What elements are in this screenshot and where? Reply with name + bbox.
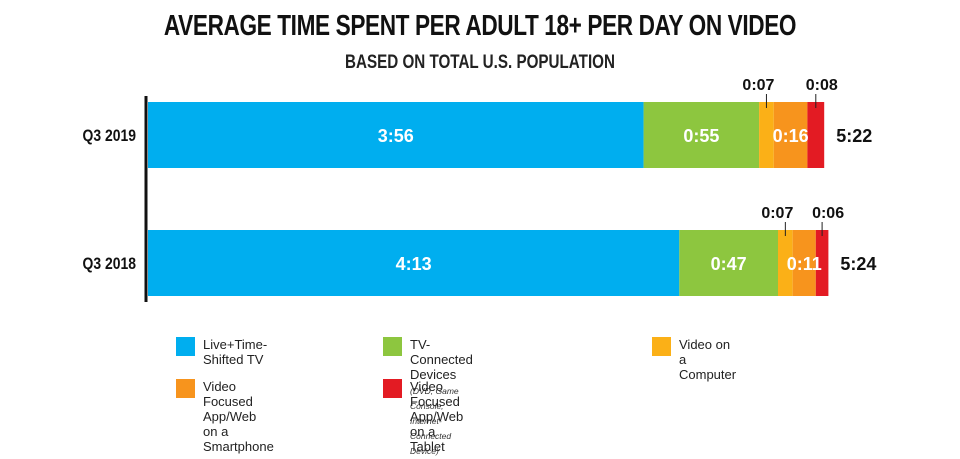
legend-item: Live+Time-Shifted TV (176, 337, 267, 367)
data-label: 0:06 (812, 205, 844, 222)
bar-segment (778, 230, 793, 296)
data-label: 0:07 (742, 77, 774, 94)
category-label: Q3 2018 (83, 255, 137, 274)
bar-segment (148, 230, 680, 296)
chart-subtitle: BASED ON TOTAL U.S. POPULATION (345, 52, 615, 73)
legend-label: Video Focused App/Web on a Tablet (410, 379, 464, 454)
data-label: 0:16 (773, 126, 809, 146)
bar-segment (815, 230, 829, 296)
legend-item: Video on a Computer (652, 337, 736, 382)
data-label: 0:47 (711, 254, 747, 274)
bar-segment (807, 102, 825, 168)
category-label: Q3 2019 (83, 127, 137, 146)
legend-label: Video on a Computer (679, 337, 737, 382)
legend-swatch (176, 379, 195, 398)
data-label: 0:08 (806, 77, 838, 94)
legend-label: Live+Time-Shifted TV (203, 337, 268, 367)
bar-segment (643, 102, 760, 168)
data-label: 3:56 (378, 126, 414, 146)
data-label: 4:13 (396, 254, 432, 274)
bar-segment (792, 230, 816, 296)
legend-item: Video Focused App/Web on a Smartphone (176, 379, 274, 454)
legend-swatch (383, 337, 402, 356)
bar-segment (773, 102, 808, 168)
data-label: 0:55 (683, 126, 719, 146)
total-label: 5:22 (836, 126, 872, 146)
legend-label: Video Focused App/Web on a Smartphone (203, 379, 274, 454)
bar-segment (679, 230, 778, 296)
legend-swatch (652, 337, 671, 356)
chart-title: AVERAGE TIME SPENT PER ADULT 18+ PER DAY… (163, 10, 797, 42)
total-label: 5:24 (840, 254, 876, 274)
legend-swatch (383, 379, 402, 398)
data-label: 0:07 (761, 205, 793, 222)
bar-segment (148, 102, 644, 168)
legend-item: Video Focused App/Web on a Tablet (383, 379, 463, 454)
data-label: 0:11 (787, 254, 822, 274)
legend-swatch (176, 337, 195, 356)
stacked-bar-chart: Q3 2019 3:56 0:55 0:16 0:07 0:08 5:22 Q3 2018 4:… (83, 77, 876, 302)
bar-segment (759, 102, 774, 168)
